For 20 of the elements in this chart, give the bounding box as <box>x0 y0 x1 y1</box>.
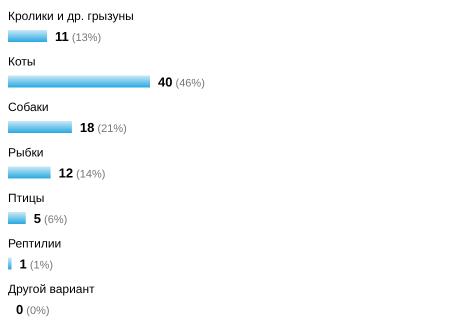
data-label: 5 (6%) <box>34 211 68 226</box>
y-tick-label: Рептилии <box>8 236 62 250</box>
bar <box>8 121 72 133</box>
bar <box>8 212 26 224</box>
y-tick-label: Другой вариант <box>8 282 96 296</box>
bar <box>8 166 51 178</box>
y-tick-label: Собаки <box>8 100 49 114</box>
data-label: 18 (21%) <box>80 120 127 135</box>
data-label: 11 (13%) <box>55 29 102 44</box>
data-label: 40 (46%) <box>158 74 205 90</box>
bar <box>8 76 150 88</box>
y-tick-label: Кролики и др. грызуны <box>8 9 134 23</box>
data-label: 0 (0%) <box>16 302 50 317</box>
data-label: 1 (1%) <box>20 256 54 272</box>
bar <box>8 30 48 42</box>
y-tick-label: Рыбки <box>8 146 44 160</box>
bar <box>8 258 12 270</box>
y-tick-label: Птицы <box>8 191 44 205</box>
data-label: 12 (14%) <box>58 166 106 180</box>
y-tick-label: Коты <box>8 54 36 68</box>
